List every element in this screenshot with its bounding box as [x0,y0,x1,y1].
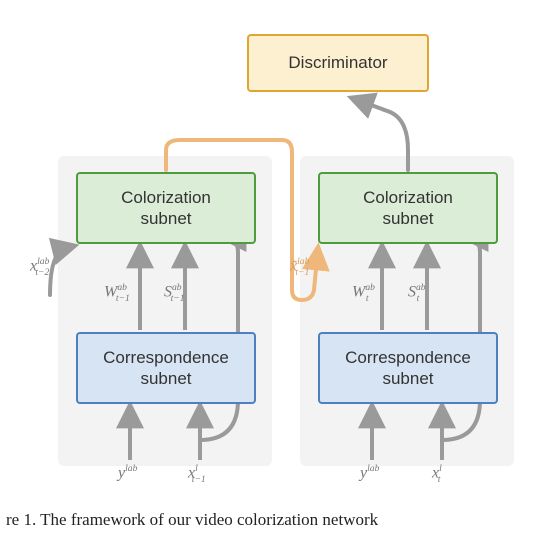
input-y-left: ylab [118,463,137,482]
colorization-right-label: Colorization subnet [363,187,453,230]
colorization-subnet-right: Colorization subnet [318,172,498,244]
colorization-left-label: Colorization subnet [121,187,211,230]
label-xprev-left: xlabt−2 [30,256,49,278]
correspondence-subnet-right: Correspondence subnet [318,332,498,404]
label-xprev-right: x̃labt−1 [290,256,309,278]
input-y-right: ylab [360,463,379,482]
correspondence-right-label: Correspondence subnet [345,347,471,390]
label-W-left: Wabt−1 [104,282,130,304]
figure-caption: re 1. The framework of our video coloriz… [0,510,548,530]
discriminator-box: Discriminator [247,34,429,92]
colorization-subnet-left: Colorization subnet [76,172,256,244]
input-x-right: xlt [432,463,440,485]
correspondence-left-label: Correspondence subnet [103,347,229,390]
correspondence-subnet-left: Correspondence subnet [76,332,256,404]
discriminator-label: Discriminator [288,52,387,73]
label-W-right: Wabt [352,282,369,304]
label-S-left: Sabt−1 [164,282,185,304]
input-x-left: xlt−1 [188,463,206,485]
label-S-right: Sabt [408,282,419,304]
